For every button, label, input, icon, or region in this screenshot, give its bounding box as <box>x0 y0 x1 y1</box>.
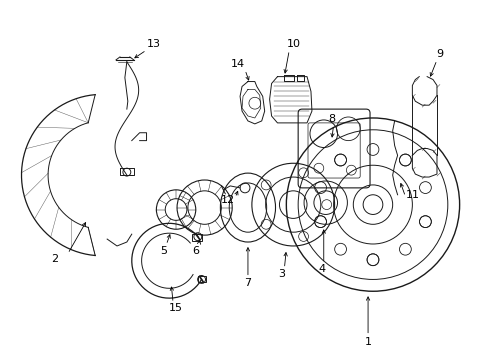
Text: 9: 9 <box>435 49 443 59</box>
Text: 8: 8 <box>327 114 334 124</box>
Text: 4: 4 <box>318 264 325 274</box>
Bar <box>197 276 205 282</box>
Text: 14: 14 <box>230 59 244 69</box>
Text: 3: 3 <box>277 269 285 279</box>
Text: 2: 2 <box>51 254 59 264</box>
Text: 6: 6 <box>192 246 199 256</box>
Text: 1: 1 <box>364 337 371 347</box>
Text: 10: 10 <box>286 39 301 49</box>
Text: 5: 5 <box>160 246 166 256</box>
Text: 11: 11 <box>405 190 419 200</box>
Bar <box>192 234 202 240</box>
Text: 15: 15 <box>169 303 183 313</box>
Text: 7: 7 <box>244 278 251 288</box>
Text: 12: 12 <box>221 195 235 205</box>
Text: 13: 13 <box>146 39 160 49</box>
